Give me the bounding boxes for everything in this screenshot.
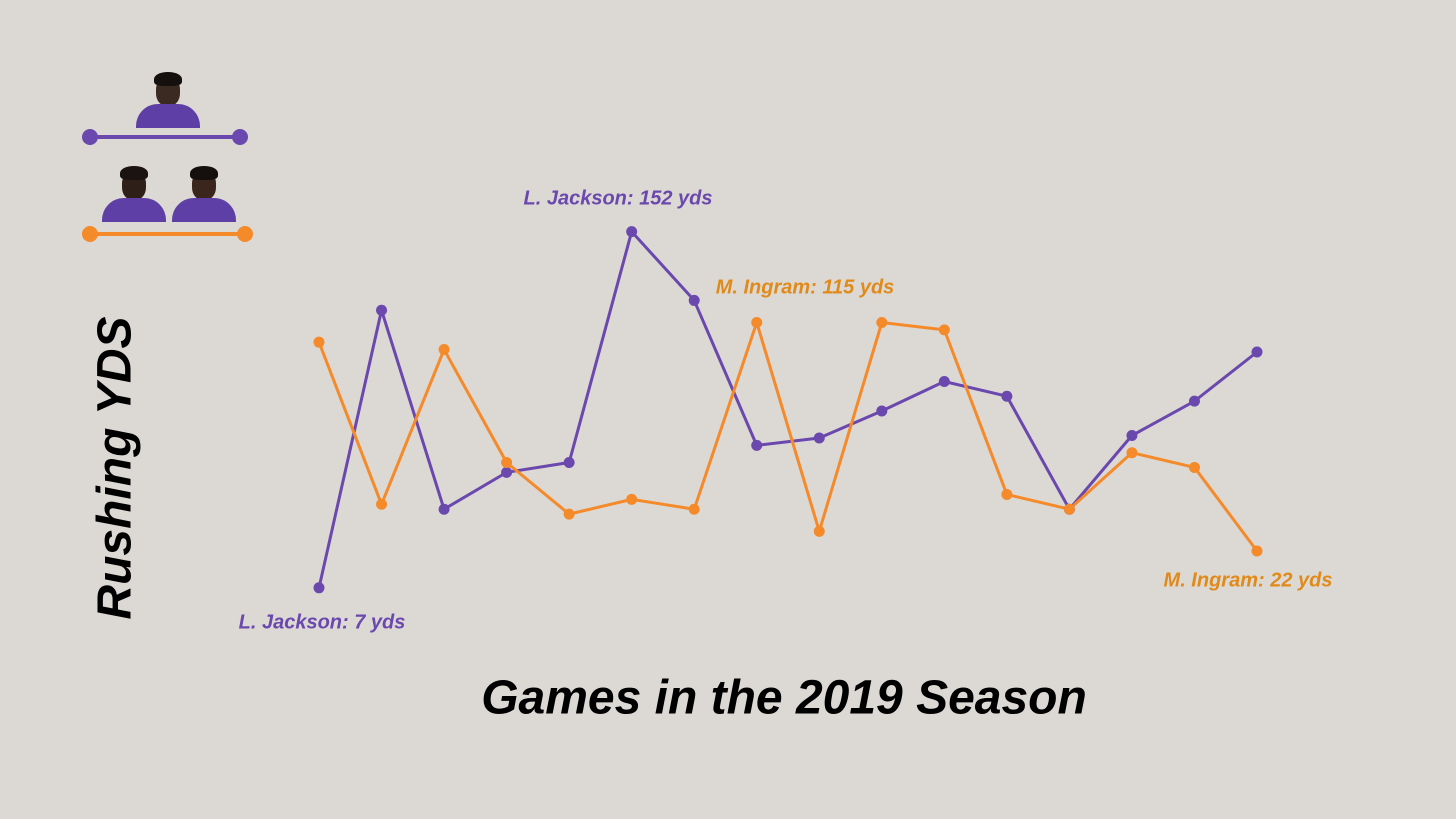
jackson-point-8	[751, 439, 763, 451]
jackson-legend-dot-right	[232, 129, 248, 145]
annotation-jackson-high: L. Jackson: 152 yds	[523, 187, 713, 210]
ingram-point-4	[501, 457, 513, 469]
y-axis-label: Rushing YDS	[88, 316, 142, 620]
ingram-point-7	[688, 503, 700, 515]
jackson-point-11	[938, 375, 950, 387]
jackson-point-2	[376, 304, 388, 316]
ingram-point-13	[1063, 503, 1075, 515]
ingram-point-6	[626, 493, 638, 505]
ingram-point-9	[813, 525, 825, 537]
jackson-point-14	[1126, 430, 1138, 442]
jackson-point-7	[688, 294, 700, 306]
legend	[80, 68, 260, 248]
jackson-series-line	[317, 230, 1258, 589]
jackson-point-12	[1001, 390, 1013, 402]
jackson-legend-dot-left	[82, 129, 98, 145]
ingram-point-16	[1251, 545, 1263, 557]
jackson-point-10	[876, 405, 888, 417]
ingram-point-11	[938, 324, 950, 336]
x-axis-label: Games in the 2019 Season	[481, 671, 1087, 725]
ingram-series-line	[317, 321, 1259, 552]
jackson-point-3	[438, 503, 450, 515]
ingram-point-2	[376, 498, 388, 510]
annotation-ingram-low: M. Ingram: 22 yds	[1163, 569, 1333, 592]
jackson-point-4	[501, 466, 513, 478]
ingram-point-5	[563, 508, 575, 520]
jackson-point-1	[313, 582, 325, 594]
ingram-point-1	[313, 336, 325, 348]
jackson-point-16	[1251, 346, 1263, 358]
ingram-legend-dot-right	[237, 226, 253, 242]
annotation-jackson-low: L. Jackson: 7 yds	[238, 611, 406, 634]
jackson-point-15	[1188, 395, 1200, 407]
dobbins-photo-icon	[170, 166, 238, 222]
ingram-point-12	[1001, 488, 1013, 500]
ingram-point-14	[1126, 447, 1138, 459]
jackson-photo-icon	[134, 72, 202, 128]
jackson-point-9	[813, 432, 825, 444]
ingram-point-15	[1188, 461, 1200, 473]
ingram-legend-dot-left	[82, 226, 98, 242]
ingram-point-10	[876, 317, 888, 329]
ingram-legend-line	[90, 232, 245, 236]
annotation-ingram-high: M. Ingram: 115 yds	[715, 276, 895, 299]
ingram-point-8	[751, 317, 763, 329]
jackson-legend-line	[90, 135, 240, 139]
jackson-point-5	[563, 457, 575, 469]
ingram-photo-icon	[100, 166, 168, 222]
jackson-point-6	[626, 226, 638, 238]
ingram-point-3	[438, 344, 450, 356]
